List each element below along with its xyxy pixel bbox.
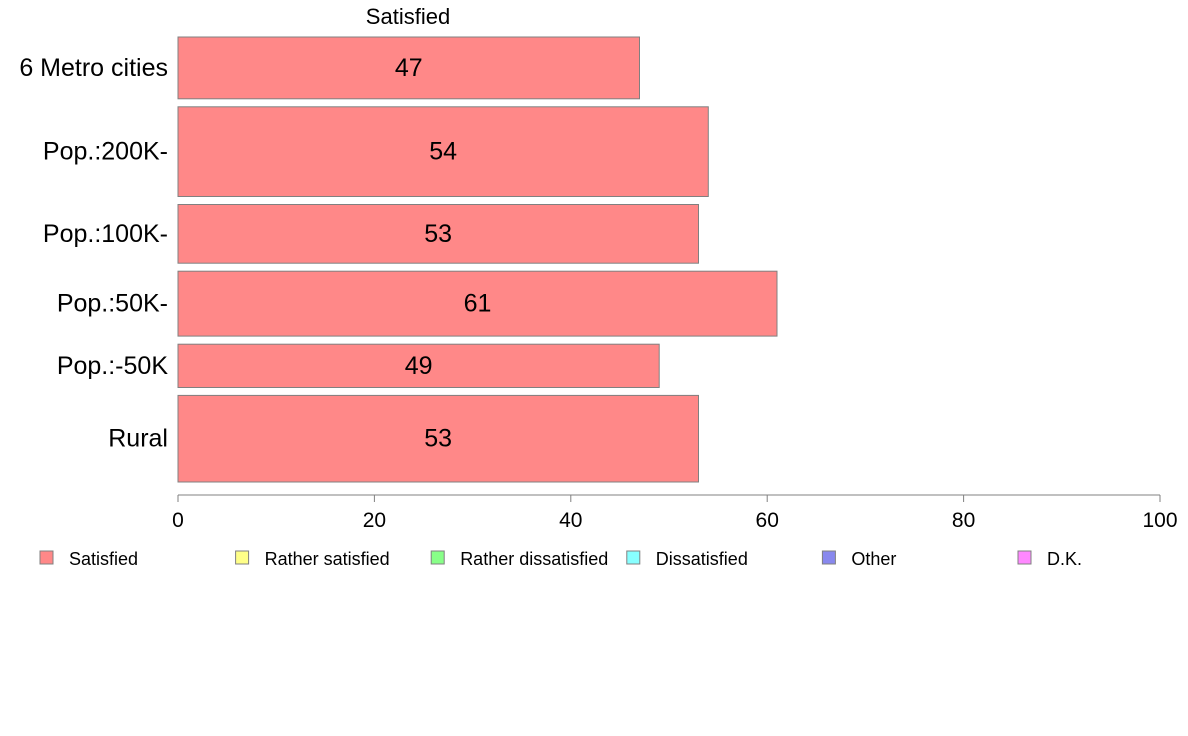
legend-label: Satisfied — [69, 549, 138, 569]
bar — [177, 204, 699, 264]
series-title: Satisfied — [366, 4, 450, 29]
legend-swatch — [626, 550, 641, 565]
category-label: Pop.:200K- — [43, 138, 168, 166]
bar-value-label: 47 — [395, 54, 423, 82]
x-tick-label: 0 — [172, 509, 184, 532]
category-label: Rural — [108, 425, 168, 453]
legend-swatch — [39, 550, 54, 565]
bar — [177, 343, 660, 389]
category-label: 6 Metro cities — [19, 54, 168, 82]
legend-swatch — [821, 550, 836, 565]
legend-label: Rather dissatisfied — [460, 549, 608, 569]
legend-label: D.K. — [1047, 549, 1082, 569]
bar-value-label: 61 — [464, 290, 492, 318]
bar-value-label: 53 — [424, 220, 452, 248]
bar-value-label: 54 — [429, 138, 457, 166]
legend-swatch — [430, 550, 445, 565]
x-tick-label: 20 — [363, 509, 386, 532]
bar — [177, 270, 778, 337]
legend-swatch — [235, 550, 250, 565]
bar — [177, 106, 709, 197]
x-tick-label: 80 — [952, 509, 975, 532]
legend-label: Dissatisfied — [656, 549, 748, 569]
category-label: Pop.:-50K — [57, 352, 169, 380]
bar-value-label: 53 — [424, 425, 452, 453]
x-tick-label: 100 — [1142, 509, 1177, 532]
x-tick-label: 60 — [756, 509, 779, 532]
legend-label: Other — [851, 549, 896, 569]
legend-swatch — [1017, 550, 1032, 565]
category-label: Pop.:50K- — [57, 290, 168, 318]
x-tick-label: 40 — [559, 509, 582, 532]
category-label: Pop.:100K- — [43, 220, 168, 248]
bar — [177, 394, 699, 483]
bar — [177, 36, 640, 100]
legend-label: Rather satisfied — [265, 549, 390, 569]
bar-value-label: 49 — [405, 352, 433, 380]
